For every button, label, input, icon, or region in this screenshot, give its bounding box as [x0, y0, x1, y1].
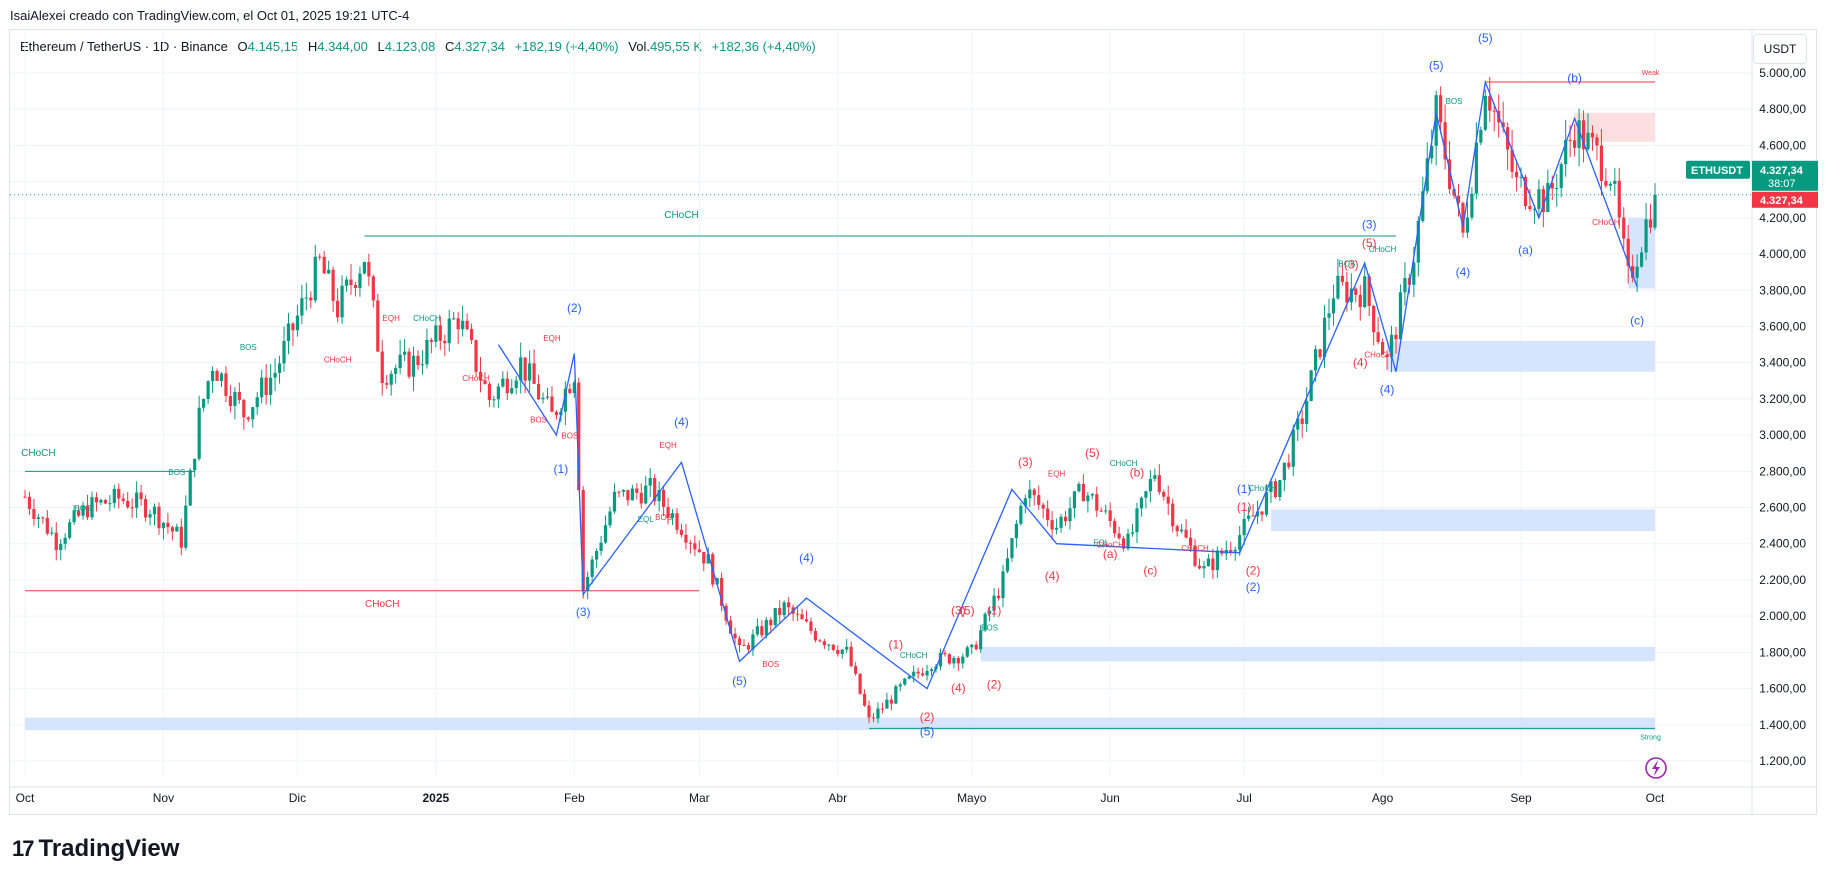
vol-value: 495,55 K	[649, 39, 702, 54]
open-value: 4.145,15	[247, 39, 299, 54]
tradingview-logo[interactable]: 17 TradingView	[12, 835, 179, 863]
low-value: 4.123,08	[384, 39, 436, 54]
symbol-title[interactable]: Ethereum / TetherUS · 1D · Binance	[20, 39, 228, 54]
change-value: +182,19 (+4,40%)	[514, 39, 619, 54]
tradingview-logo-icon: 17	[12, 836, 35, 861]
close-label: C	[444, 39, 455, 54]
high-value: 4.344,00	[317, 39, 368, 54]
currency-selector[interactable]: USDT	[1753, 34, 1807, 64]
tradingview-logo-text: TradingView	[38, 835, 180, 862]
close-value: 4.327,34	[454, 39, 505, 54]
low-label: L	[377, 39, 385, 54]
chart-caption: IsaiAlexei creado con TradingView.com, e…	[10, 8, 410, 23]
vol-change-value: +182,36 (+4,40%)	[711, 39, 816, 54]
high-label: H	[307, 39, 318, 54]
chart-legend: Ethereum / TetherUS · 1D · Binance O4.14…	[20, 39, 816, 54]
chart-frame[interactable]	[9, 29, 1817, 815]
vol-label: Vol.	[628, 39, 650, 54]
open-label: O	[237, 39, 248, 54]
